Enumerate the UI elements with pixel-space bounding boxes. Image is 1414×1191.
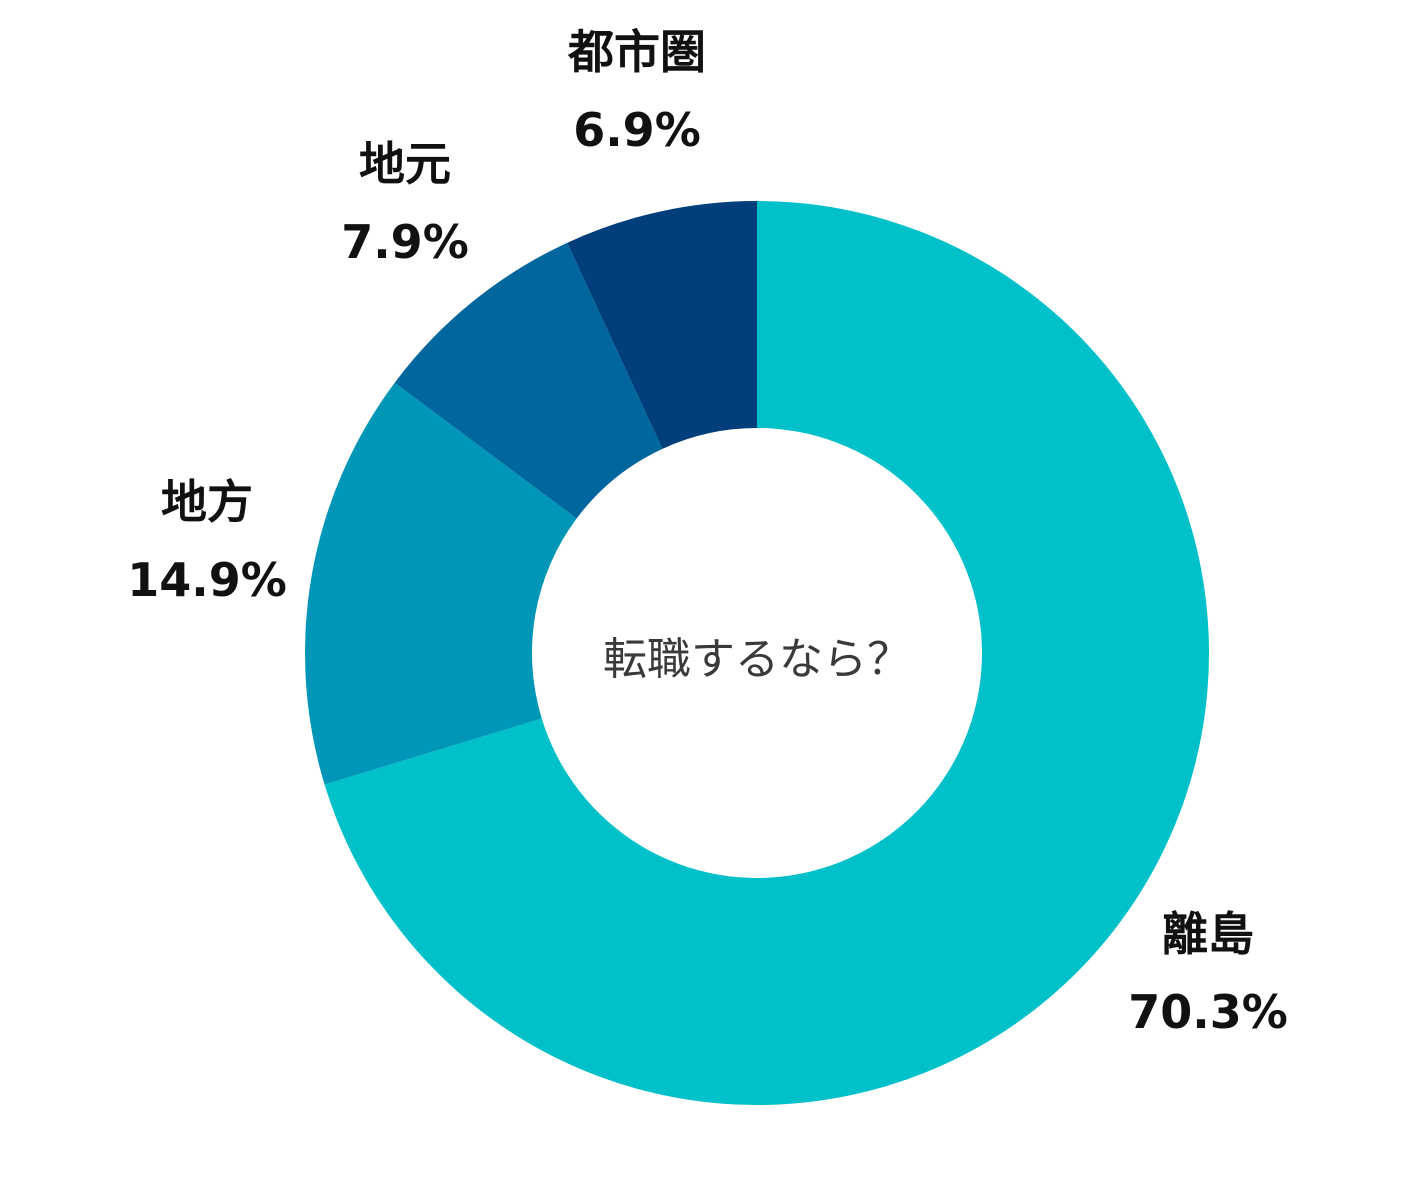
donut-center-label: 転職するなら？ bbox=[603, 634, 911, 685]
donut-slice-3 bbox=[567, 201, 757, 449]
slice-label-value-3: 6.9% bbox=[573, 103, 701, 157]
slice-label-name-2: 地元 bbox=[359, 137, 451, 191]
donut-slice-0 bbox=[324, 201, 1209, 1105]
slice-label-value-0: 70.3% bbox=[1128, 985, 1288, 1039]
slice-label-name-3: 都市圏 bbox=[567, 25, 706, 79]
donut-slice-2 bbox=[394, 242, 663, 519]
slice-label-name-0: 離島 bbox=[1162, 907, 1254, 961]
slice-label-value-1: 14.9% bbox=[127, 553, 287, 607]
slice-label-name-1: 地方 bbox=[161, 475, 253, 529]
slice-label-value-2: 7.9% bbox=[341, 215, 469, 269]
donut-slices bbox=[305, 201, 1209, 1105]
slice-labels: 離島 70.3% 地方 14.9% 地元 7.9% 都市圏 6.9% bbox=[127, 25, 1288, 1039]
donut-slice-1 bbox=[305, 382, 577, 785]
